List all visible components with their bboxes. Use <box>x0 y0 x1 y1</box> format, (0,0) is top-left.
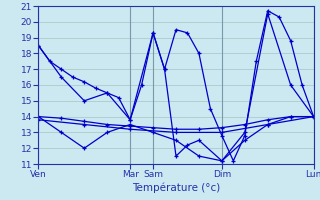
X-axis label: Température (°c): Température (°c) <box>132 182 220 193</box>
